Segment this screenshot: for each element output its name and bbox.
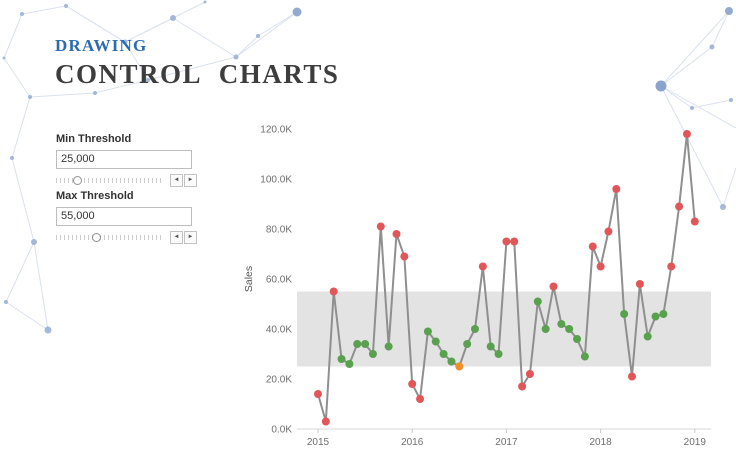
sales-control-chart: 0.0K 20.0K 40.0K 60.0K 80.0K 100.0K 120.0K 2015…	[240, 118, 722, 454]
min-increment-button[interactable]: ►	[184, 173, 197, 187]
min-threshold-label: Min Threshold	[56, 133, 132, 145]
data-point[interactable]	[612, 185, 621, 193]
max-decrement-button[interactable]: ◄	[170, 230, 183, 244]
min-threshold-slider-track[interactable]	[56, 175, 162, 185]
data-point[interactable]	[573, 335, 582, 343]
max-threshold-spinner: ◄ ►	[169, 230, 197, 244]
max-threshold-slider-handle[interactable]	[92, 232, 102, 242]
data-point[interactable]	[447, 357, 456, 366]
min-threshold-input[interactable]	[56, 149, 192, 169]
data-point[interactable]	[541, 325, 550, 333]
right-arrow-icon: ►	[187, 177, 194, 183]
data-point[interactable]	[423, 327, 432, 336]
data-point[interactable]	[384, 342, 393, 351]
min-threshold-control: Min Threshold ◄ ►	[56, 133, 216, 187]
data-point[interactable]	[471, 325, 479, 333]
data-point[interactable]	[321, 417, 330, 426]
right-arrow-icon: ►	[187, 234, 194, 240]
data-point[interactable]	[376, 222, 385, 231]
max-threshold-control: Max Threshold ◄ ►	[56, 190, 216, 244]
data-point[interactable]	[690, 217, 699, 226]
min-threshold-slider: ◄ ►	[56, 173, 216, 187]
y-axis-tick-label: 60.0K	[266, 275, 292, 286]
min-decrement-button[interactable]: ◄	[170, 173, 183, 187]
data-point[interactable]	[643, 332, 652, 341]
min-threshold-spinner: ◄ ►	[169, 173, 197, 187]
x-axis-tick-label: 2018	[589, 437, 612, 448]
data-point[interactable]	[533, 297, 542, 306]
y-axis-tick-label: 80.0K	[266, 225, 292, 236]
sales-line	[317, 133, 696, 423]
data-point[interactable]	[400, 252, 409, 261]
data-point[interactable]	[628, 372, 636, 381]
max-threshold-label: Max Threshold	[56, 190, 134, 202]
data-point[interactable]	[588, 242, 597, 251]
max-threshold-input[interactable]	[56, 206, 192, 226]
data-point[interactable]	[314, 390, 322, 398]
left-arrow-icon: ◄	[173, 234, 180, 240]
data-point[interactable]	[416, 395, 425, 403]
y-axis-tick-label: 100.0K	[260, 175, 292, 186]
data-point[interactable]	[494, 350, 503, 358]
data-point[interactable]	[518, 382, 527, 391]
x-axis-tick-label: 2015	[307, 437, 330, 448]
data-point[interactable]	[525, 370, 534, 378]
y-axis-tick-label: 40.0K	[266, 325, 292, 336]
data-point[interactable]	[353, 340, 362, 348]
data-point[interactable]	[549, 282, 558, 291]
min-threshold-slider-handle[interactable]	[72, 175, 82, 185]
data-point[interactable]	[392, 230, 401, 238]
dashboard-subtitle: DRAWING	[55, 36, 148, 55]
left-arrow-icon: ◄	[173, 177, 180, 183]
data-point[interactable]	[620, 310, 629, 318]
x-axis-tick-label: 2019	[684, 437, 707, 448]
data-point[interactable]	[408, 380, 417, 388]
data-point[interactable]	[337, 355, 346, 363]
dashboard-title: CONTROL CHARTS	[55, 59, 340, 89]
max-increment-button[interactable]: ►	[184, 230, 197, 244]
data-point[interactable]	[651, 312, 660, 321]
max-threshold-slider: ◄ ►	[56, 230, 216, 244]
data-point[interactable]	[439, 350, 448, 358]
data-point[interactable]	[510, 237, 519, 246]
data-point[interactable]	[675, 202, 684, 211]
data-point[interactable]	[478, 262, 487, 271]
data-point[interactable]	[557, 320, 566, 328]
data-point[interactable]	[667, 262, 676, 271]
data-point[interactable]	[361, 340, 370, 348]
data-point[interactable]	[502, 237, 511, 246]
data-point[interactable]	[345, 360, 354, 368]
data-point[interactable]	[486, 342, 495, 351]
data-point[interactable]	[329, 287, 338, 296]
data-point[interactable]	[596, 262, 605, 271]
max-threshold-slider-track[interactable]	[56, 232, 162, 242]
y-axis-tick-label: 120.0K	[260, 125, 292, 136]
x-axis-tick-label: 2017	[495, 437, 518, 448]
data-point[interactable]	[659, 310, 668, 318]
data-point[interactable]	[604, 227, 613, 236]
data-point[interactable]	[431, 337, 440, 346]
y-axis-tick-label: 20.0K	[266, 375, 292, 386]
data-point[interactable]	[580, 352, 589, 361]
data-point[interactable]	[565, 325, 574, 333]
data-point[interactable]	[455, 362, 464, 371]
x-axis-tick-label: 2016	[401, 437, 424, 448]
data-point[interactable]	[463, 340, 472, 348]
threshold-band	[297, 291, 711, 367]
header: DRAWING CONTROL CHARTS	[55, 36, 339, 90]
chart-canvas: 0.0K 20.0K 40.0K 60.0K 80.0K 100.0K 120.0K 2015…	[243, 125, 711, 448]
data-point[interactable]	[368, 350, 377, 358]
data-point[interactable]	[635, 280, 644, 288]
y-axis-tick-label: 0.0K	[271, 425, 292, 436]
y-axis-title: Sales	[243, 266, 255, 292]
data-point[interactable]	[682, 130, 691, 138]
